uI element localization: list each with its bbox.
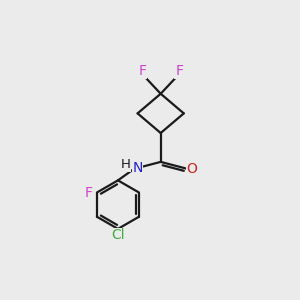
Text: F: F xyxy=(85,185,93,200)
Text: N: N xyxy=(132,161,143,176)
Text: O: O xyxy=(186,162,197,176)
Text: F: F xyxy=(175,64,183,78)
Text: H: H xyxy=(120,158,130,171)
Text: Cl: Cl xyxy=(111,228,125,242)
Text: F: F xyxy=(138,64,146,78)
